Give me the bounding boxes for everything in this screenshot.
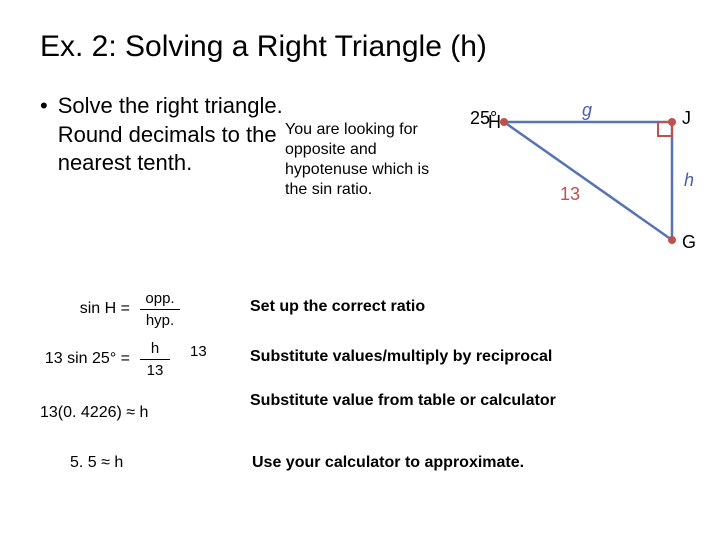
label-side-g: g bbox=[582, 100, 592, 120]
point-g bbox=[668, 236, 676, 244]
point-j bbox=[668, 118, 676, 126]
label-side-13: 13 bbox=[560, 184, 580, 204]
work-row-4: 5. 5 ≈ h Use your calculator to approxim… bbox=[40, 448, 680, 478]
label-side-h: h bbox=[684, 170, 694, 190]
r2-bar bbox=[140, 359, 170, 360]
r4-explain: Use your calculator to approximate. bbox=[252, 454, 524, 472]
r1-denominator: hyp. bbox=[140, 312, 180, 329]
bullet-text: Solve the right triangle. Round decimals… bbox=[58, 92, 283, 178]
hint-text: You are looking for opposite and hypoten… bbox=[285, 120, 475, 200]
r4-line: 5. 5 ≈ h bbox=[70, 454, 123, 472]
bullet-line-1: Solve the right triangle. bbox=[58, 93, 283, 118]
label-j: J bbox=[682, 108, 691, 128]
hint-line-4: the sin ratio. bbox=[285, 181, 372, 198]
r2-explain: Substitute values/multiply by reciprocal bbox=[250, 348, 552, 366]
r3-line: 13(0. 4226) ≈ h bbox=[40, 404, 148, 422]
label-h: H bbox=[488, 112, 501, 132]
r2-denominator: 13 bbox=[140, 362, 170, 379]
label-g: G bbox=[682, 232, 696, 252]
r1-lhs: sin H = bbox=[40, 300, 130, 318]
side-hyp-line bbox=[504, 122, 672, 240]
r1-numerator: opp. bbox=[140, 290, 180, 307]
work-area: sin H = opp. hyp. Set up the correct rat… bbox=[40, 290, 680, 478]
point-h bbox=[500, 118, 508, 126]
r1-explain: Set up the correct ratio bbox=[250, 298, 425, 316]
triangle-diagram: H J G g h 13 bbox=[482, 100, 712, 260]
work-row-3: 13(0. 4226) ≈ h Substitute value from ta… bbox=[40, 404, 680, 438]
hint-line-1: You are looking for bbox=[285, 121, 418, 138]
r2-numerator: h bbox=[140, 340, 170, 357]
r2-lhs: 13 sin 25° = bbox=[40, 350, 130, 368]
work-row-1: sin H = opp. hyp. Set up the correct rat… bbox=[40, 290, 680, 340]
bullet-marker: • bbox=[40, 92, 48, 121]
bullet-line-2: Round decimals to the bbox=[58, 122, 277, 147]
work-row-2: 13 sin 25° = h 13 13 Substitute values/m… bbox=[40, 340, 680, 390]
hint-line-3: hypotenuse which is bbox=[285, 161, 429, 178]
hint-line-2: opposite and bbox=[285, 141, 377, 158]
r3-explain: Substitute value from table or calculato… bbox=[250, 392, 556, 410]
r1-fraction: opp. hyp. bbox=[140, 290, 180, 329]
r2-fraction: h 13 bbox=[140, 340, 170, 379]
r2-trail: 13 bbox=[190, 343, 207, 360]
bullet-line-3: nearest tenth. bbox=[58, 150, 193, 175]
slide-title: Ex. 2: Solving a Right Triangle (h) bbox=[40, 30, 680, 64]
r1-bar bbox=[140, 309, 180, 310]
